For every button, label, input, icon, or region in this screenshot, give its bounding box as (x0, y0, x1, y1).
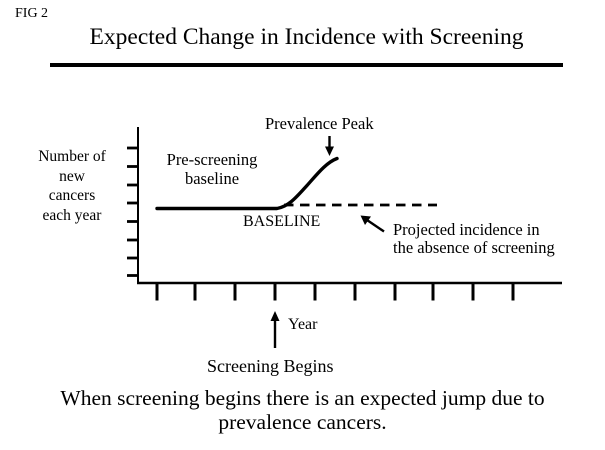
down-arrow-icon (325, 136, 334, 156)
incidence-curve-line (155, 156, 339, 211)
x-axis-ticks (155, 284, 515, 301)
figure-caption: When screening begins there is an expect… (60, 386, 545, 434)
up-left-arrow-icon (360, 215, 385, 233)
prevalence-peak-label: Prevalence Peak (265, 114, 374, 133)
y-axis-label: Number of new cancers each year (38, 148, 106, 224)
up-arrow-icon (270, 311, 280, 348)
pre-screening-baseline-label: Pre-screening baseline (166, 150, 258, 188)
projected-incidence-label: Projected incidence in the absence of sc… (393, 220, 555, 257)
title-underline-rule (50, 63, 563, 67)
figure-title: Expected Change in Incidence with Screen… (89, 24, 524, 50)
fig-number-label: FIG 2 (15, 6, 49, 21)
screening-begins-label: Screening Begins (207, 356, 334, 376)
baseline-label: BASELINE (243, 213, 321, 230)
x-axis-label: Year (288, 316, 318, 333)
y-axis-ticks (127, 146, 138, 277)
